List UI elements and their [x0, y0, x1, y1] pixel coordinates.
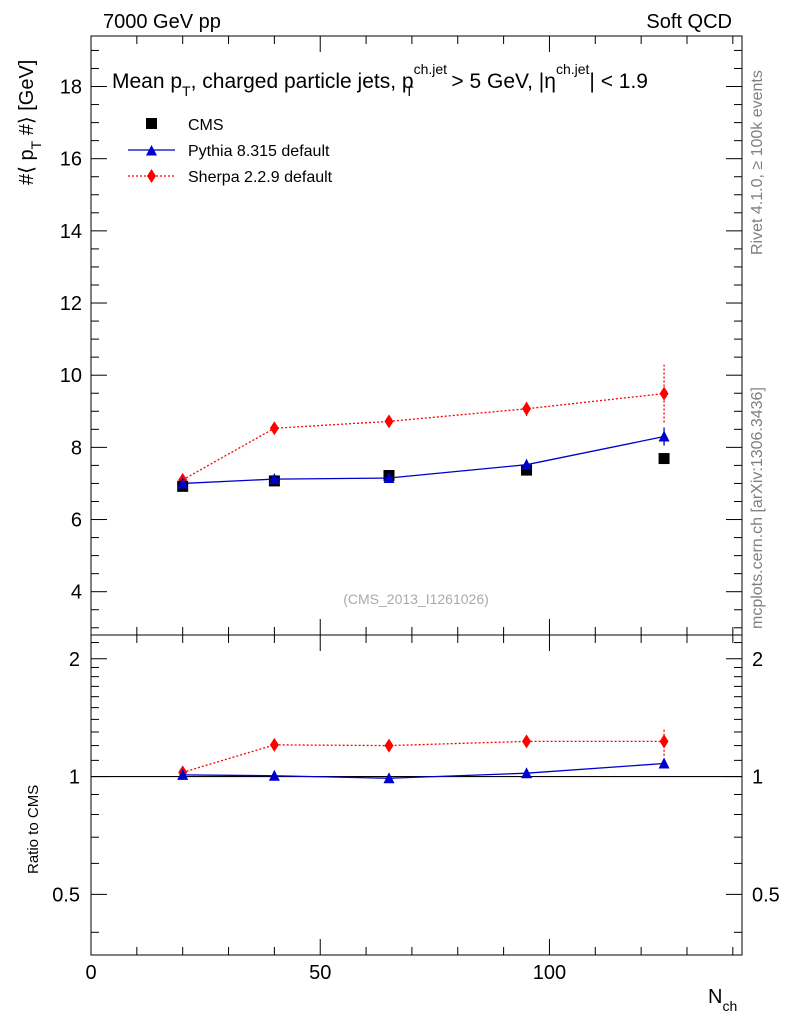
- plot-title: Mean pT, charged particle jets, pch.jet T…: [112, 61, 648, 99]
- sherpa-ratio-point: [384, 738, 394, 753]
- sherpa-point: [522, 401, 532, 416]
- pythia-point: [268, 473, 280, 485]
- y-tick-label: 10: [60, 365, 82, 387]
- ratio-tick-label-right: 0.5: [752, 884, 780, 906]
- sherpa-ratio-point: [269, 737, 279, 752]
- pythia-ratio-point: [521, 767, 533, 779]
- y-tick-label: 4: [71, 582, 82, 604]
- pythia-point: [177, 477, 189, 489]
- y-axis-title-post: #⟩ [GeV]: [16, 60, 38, 141]
- pythia-point: [383, 472, 395, 484]
- x-tick-label: 100: [533, 962, 566, 984]
- sherpa-point: [269, 421, 279, 436]
- ratio-plot-area: [177, 728, 670, 784]
- y-axis-title-main: #⟨ p: [16, 149, 38, 185]
- sherpa-ratio-point: [659, 734, 669, 749]
- title-sub1: T: [182, 83, 191, 99]
- legend-pythia-marker: [146, 145, 157, 156]
- rivet-version: Rivet 4.1.0, ≥ 100k events: [749, 70, 766, 255]
- x-axis-title-main: N: [708, 986, 722, 1008]
- sherpa-ratio-line: [182, 740, 665, 773]
- y-axis-title: #⟨ pT #⟩ [GeV]: [16, 60, 44, 185]
- legend-cms-label: CMS: [188, 117, 224, 134]
- sherpa-point: [659, 386, 669, 401]
- mcplots-reference: mcplots.cern.ch [arXiv:1306.3436]: [749, 387, 766, 629]
- x-tick-label: 0: [85, 962, 96, 984]
- y-tick-label: 8: [71, 437, 82, 459]
- title-mid: , charged particle jets, p: [191, 70, 414, 93]
- x-axis-title: Nch: [708, 986, 737, 1014]
- legend-cms-marker: [146, 118, 157, 129]
- y-tick-label: 6: [71, 510, 82, 532]
- title-sup2: ch.jet: [414, 61, 448, 77]
- title-post: | < 1.9: [589, 70, 648, 93]
- cms-point: [521, 464, 533, 476]
- legend-sherpa-marker: [147, 169, 156, 183]
- ratio-tick-label-right: 2: [752, 649, 763, 671]
- pythia-point: [521, 458, 533, 470]
- title-mid2: > 5 GeV, |η: [446, 70, 556, 93]
- y-tick-label: 16: [60, 149, 82, 171]
- header-right: Soft QCD: [646, 11, 732, 33]
- pythia-line: [182, 435, 665, 485]
- pythia-ratio-point: [268, 769, 280, 781]
- cms-point: [658, 453, 670, 465]
- legend: CMS Pythia 8.315 default Sherpa 2.2.9 de…: [128, 117, 333, 186]
- y-tick-label: 18: [60, 77, 82, 99]
- x-axis-title-sub: ch: [722, 998, 737, 1014]
- sherpa-line: [182, 392, 665, 481]
- y-axis-title-sub: T: [28, 140, 44, 149]
- ratio-panel-frame: [90, 634, 743, 956]
- title-pre: Mean p: [112, 70, 182, 93]
- legend-sherpa-label: Sherpa 2.2.9 default: [188, 169, 333, 186]
- ratio-axis-title: Ratio to CMS: [25, 785, 42, 874]
- y-tick-label: 14: [60, 221, 82, 243]
- sherpa-point: [384, 414, 394, 429]
- ratio-tick-label-right: 1: [752, 767, 763, 789]
- ratio-tick-label: 0.5: [52, 884, 80, 906]
- pythia-ratio-point: [658, 757, 670, 769]
- x-tick-label: 50: [309, 962, 331, 984]
- title-sub2: T: [405, 83, 414, 99]
- sherpa-ratio-point: [522, 734, 532, 749]
- ratio-tick-label: 1: [69, 767, 80, 789]
- y-tick-label: 12: [60, 293, 82, 315]
- legend-pythia-label: Pythia 8.315 default: [188, 143, 330, 160]
- pythia-point: [658, 430, 670, 442]
- pythia-ratio-point: [177, 768, 189, 780]
- main-plot-area: [177, 364, 670, 492]
- header-left: 7000 GeV pp: [103, 11, 221, 33]
- pythia-ratio-point: [383, 772, 395, 784]
- ratio-tick-label: 2: [69, 649, 80, 671]
- title-sup3: ch.jet: [556, 61, 590, 77]
- axis-ticks: [90, 36, 742, 955]
- analysis-watermark: (CMS_2013_I1261026): [343, 591, 489, 607]
